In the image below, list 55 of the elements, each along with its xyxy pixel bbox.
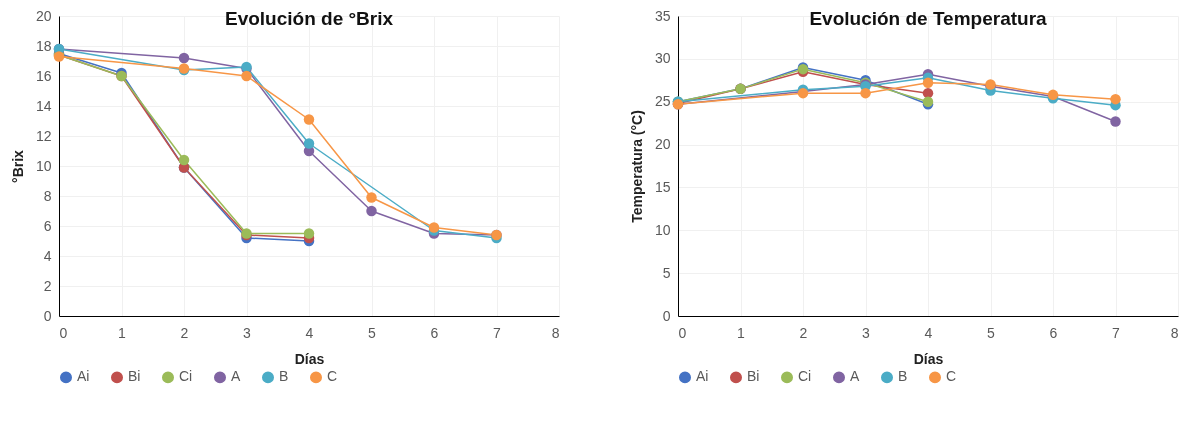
x-tick-label: 4 [924, 324, 933, 341]
y-tick-label: 4 [43, 247, 52, 264]
y-tick-label: 35 [654, 7, 671, 24]
legend-label: Ci [179, 368, 193, 385]
x-tick-label: 0 [678, 324, 687, 341]
x-tick-label: 2 [180, 324, 189, 341]
x-tick-label: 7 [493, 324, 502, 341]
legend-label: Ai [77, 368, 90, 385]
y-tick-label: 30 [654, 50, 671, 67]
x-tick-label: 3 [243, 324, 252, 341]
y-tick-label: 16 [35, 67, 52, 84]
x-tick-label: 1 [118, 324, 127, 341]
y-axis-title: Temperatura (°C) [628, 110, 645, 223]
legend-label: Bi [128, 368, 141, 385]
legend-label: C [327, 368, 338, 385]
y-tick-label: 10 [654, 221, 671, 238]
y-tick-label: 6 [43, 217, 52, 234]
x-axis-title: Días [294, 350, 325, 367]
y-tick-label: 0 [43, 307, 52, 324]
y-tick-label: 8 [43, 187, 52, 204]
x-tick-label: 2 [799, 324, 808, 341]
x-axis-title: Días [913, 350, 944, 367]
x-tick-label: 5 [368, 324, 377, 341]
y-tick-label: 10 [35, 157, 52, 174]
x-tick-label: 8 [551, 324, 560, 341]
y-tick-label: 5 [662, 264, 671, 281]
legend-label: B [898, 368, 908, 385]
legend-label: A [850, 368, 860, 385]
y-tick-label: 14 [35, 97, 52, 114]
x-tick-label: 3 [862, 324, 871, 341]
x-tick-label: 0 [59, 324, 68, 341]
chart-title: Evolución de Temperatura [809, 8, 1048, 29]
y-tick-label: 0 [662, 307, 671, 324]
legend-label: C [946, 368, 957, 385]
legend-label: B [279, 368, 289, 385]
x-tick-label: 6 [1049, 324, 1058, 341]
x-tick-label: 7 [1112, 324, 1121, 341]
y-tick-label: 20 [654, 136, 671, 153]
y-tick-label: 18 [35, 37, 52, 54]
y-tick-label: 25 [654, 93, 671, 110]
legend-label: Ci [798, 368, 812, 385]
legend-label: A [231, 368, 241, 385]
y-tick-label: 15 [654, 178, 671, 195]
x-tick-label: 6 [430, 324, 439, 341]
chart-title: Evolución de °Brix [224, 8, 394, 29]
y-tick-label: 12 [35, 127, 52, 144]
legend-label: Ai [696, 368, 709, 385]
y-tick-label: 2 [43, 277, 52, 294]
y-tick-label: 20 [35, 7, 52, 24]
x-tick-label: 1 [737, 324, 746, 341]
y-axis-title: °Brix [9, 149, 26, 183]
x-tick-label: 8 [1170, 324, 1179, 341]
x-tick-label: 4 [305, 324, 314, 341]
legend-label: Bi [747, 368, 760, 385]
x-tick-label: 5 [987, 324, 996, 341]
